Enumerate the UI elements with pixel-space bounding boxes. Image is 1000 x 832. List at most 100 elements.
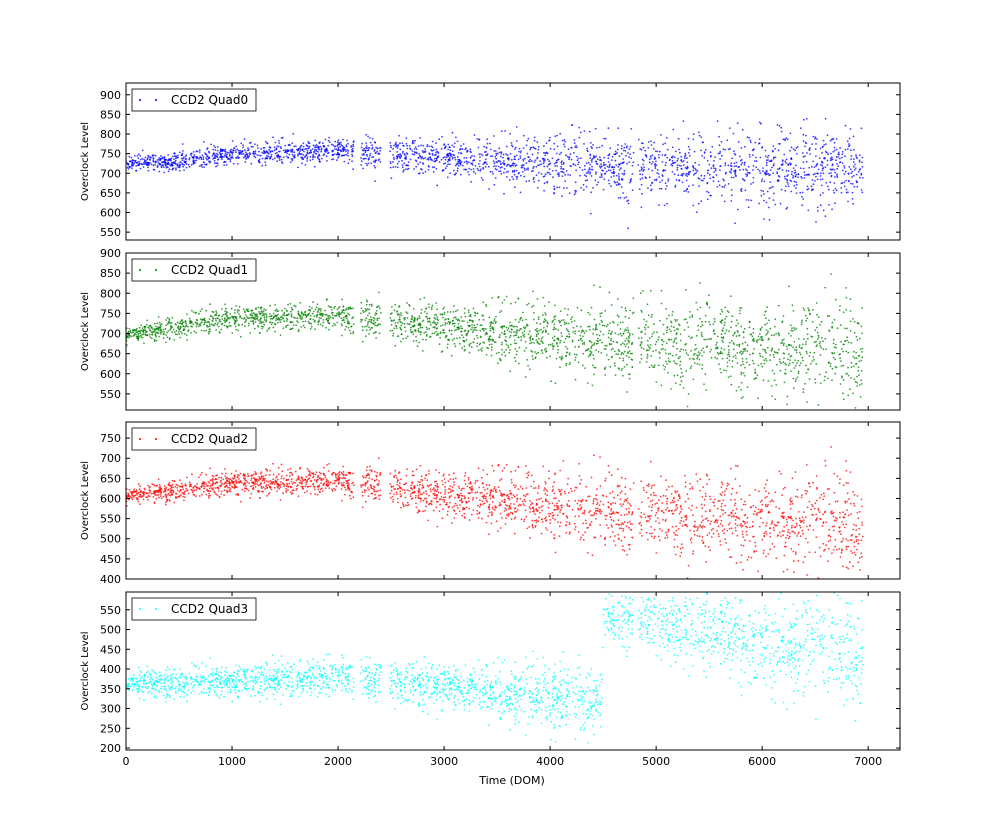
data-point — [369, 152, 372, 155]
data-point — [169, 328, 172, 331]
data-point — [511, 176, 513, 178]
data-point — [817, 172, 819, 175]
data-point — [259, 306, 262, 309]
data-point — [607, 179, 610, 182]
data-point — [846, 327, 848, 330]
data-point — [306, 160, 308, 162]
data-point — [350, 145, 353, 147]
data-point — [718, 184, 721, 187]
data-point — [855, 173, 858, 176]
data-point — [334, 305, 336, 308]
data-point — [777, 149, 780, 152]
data-point — [429, 323, 432, 326]
data-point — [422, 157, 425, 160]
data-point — [706, 181, 709, 184]
data-point — [831, 367, 834, 370]
data-point — [743, 374, 746, 377]
data-point — [514, 318, 517, 321]
data-point — [127, 162, 129, 165]
data-point — [844, 155, 846, 158]
data-point — [673, 338, 676, 340]
data-point — [566, 155, 569, 158]
data-point — [587, 161, 590, 164]
data-point — [583, 143, 585, 145]
data-point — [472, 168, 475, 170]
data-point — [252, 145, 254, 148]
data-point — [752, 340, 755, 343]
data-point — [763, 193, 765, 195]
data-point — [721, 310, 724, 313]
data-point — [361, 149, 364, 152]
data-point — [660, 384, 663, 387]
data-point — [468, 167, 471, 170]
data-point — [745, 358, 748, 360]
data-point — [793, 328, 796, 331]
data-point — [161, 164, 164, 167]
data-point — [400, 340, 402, 343]
data-point — [405, 155, 407, 158]
data-point — [230, 148, 233, 151]
data-point — [365, 149, 367, 152]
data-point — [679, 339, 682, 342]
data-point — [789, 359, 791, 361]
data-point — [582, 330, 585, 332]
data-point — [547, 171, 550, 174]
data-point — [158, 326, 161, 329]
data-point — [182, 165, 185, 168]
data-point — [175, 163, 178, 166]
data-point — [140, 329, 143, 332]
data-point — [575, 144, 577, 147]
data-point — [833, 318, 836, 321]
data-point — [263, 308, 266, 310]
data-point — [403, 318, 406, 321]
data-point — [625, 355, 628, 357]
data-point — [395, 141, 397, 144]
data-point — [803, 338, 805, 340]
data-point — [637, 138, 640, 141]
data-point — [790, 190, 793, 193]
data-point — [795, 378, 797, 380]
data-point — [565, 328, 568, 330]
data-point — [412, 308, 415, 310]
data-point — [262, 310, 265, 313]
data-point — [563, 143, 565, 146]
y-tick-label: 800 — [100, 128, 121, 141]
data-point — [499, 311, 501, 314]
data-point — [501, 325, 504, 328]
data-point — [320, 157, 323, 160]
data-point — [856, 185, 859, 188]
data-point — [251, 314, 254, 317]
data-point — [370, 303, 373, 306]
data-point — [850, 182, 852, 185]
data-point — [631, 366, 634, 368]
data-point — [136, 335, 139, 338]
data-point — [692, 166, 695, 169]
data-point — [540, 349, 543, 352]
data-point — [318, 320, 320, 323]
data-point — [743, 163, 746, 166]
data-point — [571, 124, 573, 126]
data-point — [819, 163, 822, 166]
data-point — [393, 156, 395, 159]
data-point — [302, 320, 304, 323]
data-point — [765, 317, 767, 320]
data-point — [754, 141, 757, 144]
data-point — [656, 150, 659, 153]
data-point — [347, 308, 350, 311]
data-point — [465, 147, 467, 150]
data-point — [680, 380, 683, 383]
data-point — [343, 160, 346, 163]
data-point — [733, 165, 736, 168]
data-point — [623, 366, 626, 368]
data-point — [455, 310, 457, 313]
data-point — [718, 363, 720, 366]
data-point — [788, 344, 790, 347]
data-point — [748, 363, 751, 366]
data-point — [781, 169, 784, 171]
data-point — [734, 169, 737, 172]
data-point — [704, 373, 707, 376]
data-point — [786, 181, 789, 184]
data-point — [425, 307, 427, 310]
data-point — [847, 394, 850, 397]
data-point — [784, 160, 787, 163]
